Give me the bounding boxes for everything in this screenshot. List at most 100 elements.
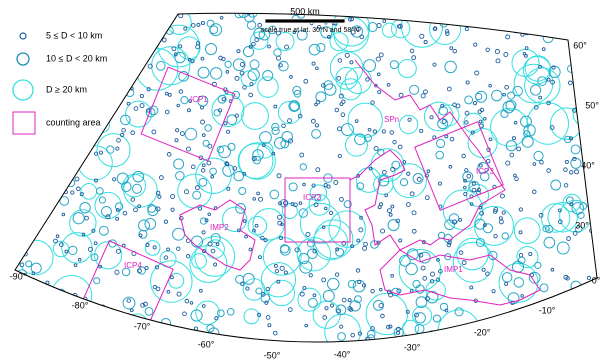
crater-small [108, 58, 114, 64]
crater-small [181, 339, 186, 343]
crater-small [339, 324, 344, 329]
crater-medium [491, 89, 503, 102]
crater-small [134, 37, 140, 43]
crater-small [79, 106, 84, 112]
crater-large [15, 43, 29, 68]
crater-small [524, 46, 529, 50]
crater-medium [316, 42, 326, 53]
crater-small [551, 65, 556, 70]
crater-small [114, 269, 120, 275]
crater-large [243, 308, 260, 325]
crater-small [163, 219, 169, 224]
crater-large [241, 102, 269, 130]
crater-small [477, 109, 483, 114]
crater-medium [326, 277, 340, 291]
crater-medium [554, 13, 566, 19]
crater-small [33, 316, 38, 322]
crater-large [297, 287, 322, 312]
crater-medium [460, 343, 470, 353]
crater-medium [526, 13, 540, 22]
crater-small [140, 302, 146, 308]
latitude-label: 30° [575, 220, 589, 230]
crater-small [19, 262, 25, 268]
crater-small [312, 248, 317, 254]
crater-medium [197, 66, 210, 79]
crater-medium [513, 277, 525, 288]
crater-small [566, 296, 571, 301]
crater-small [532, 162, 537, 166]
crater-small [23, 102, 28, 107]
crater-small [338, 93, 344, 99]
crater-medium [32, 154, 42, 165]
crater-small [501, 210, 506, 215]
crater-small [187, 108, 191, 113]
counting-areas [80, 59, 541, 334]
crater-small [377, 89, 382, 95]
crater-small [98, 102, 102, 107]
crater-medium [120, 114, 131, 126]
crater-medium [533, 150, 544, 162]
crater-small [429, 115, 434, 120]
crater-small [126, 298, 131, 303]
crater-small [499, 193, 505, 199]
crater-medium [218, 145, 231, 159]
crater-medium [51, 107, 60, 116]
crater-small [533, 105, 539, 110]
crater-small [390, 273, 394, 278]
crater-small [464, 168, 469, 173]
crater-small [39, 157, 44, 162]
crater-small [248, 247, 253, 252]
crater-medium [415, 284, 425, 294]
crater-small [314, 123, 320, 128]
crater-small [514, 176, 519, 182]
crater-medium [363, 133, 372, 143]
crater-small [195, 41, 201, 46]
crater-medium [216, 145, 225, 154]
crater-small [398, 238, 403, 243]
crater-medium [292, 85, 302, 95]
latitude-label: 40° [581, 160, 595, 170]
crater-medium [62, 316, 74, 327]
crater-small [350, 29, 356, 35]
crater-small [350, 244, 355, 249]
boundary-spn [349, 59, 506, 251]
crater-small [297, 113, 303, 119]
crater-small [546, 77, 551, 82]
crater-medium [173, 158, 185, 170]
crater-small [22, 315, 27, 320]
crater-small [166, 152, 172, 157]
longitude-label: -20° [474, 327, 491, 337]
crater-small [558, 302, 564, 308]
crater-small [419, 33, 425, 39]
crater-small [385, 324, 391, 330]
crater-small [151, 129, 157, 135]
crater-small [478, 163, 483, 168]
crater-small [409, 191, 415, 197]
crater-medium [242, 45, 255, 58]
crater-small [416, 176, 422, 182]
crater-small [563, 183, 569, 188]
crater-large [370, 148, 405, 183]
crater-medium [271, 122, 280, 132]
crater-small [245, 286, 250, 291]
crater-small [418, 252, 424, 258]
crater-medium [85, 71, 99, 85]
crater-small [315, 167, 321, 173]
crater-small [321, 83, 326, 88]
crater-medium [414, 312, 426, 324]
crater-small [488, 137, 493, 142]
legend-label: counting area [46, 117, 101, 127]
crater-small [493, 207, 499, 212]
crater-small [386, 82, 391, 87]
crater-medium [415, 296, 428, 308]
crater-large [400, 13, 444, 48]
crater-small [310, 118, 316, 124]
crater-medium [527, 309, 539, 321]
crater-small [73, 263, 78, 267]
crater-small [15, 162, 21, 169]
crater-large [15, 159, 37, 200]
crater-small [528, 252, 533, 257]
crater-small [337, 154, 342, 159]
crater-small [557, 208, 562, 213]
legend-symbol [12, 111, 36, 135]
